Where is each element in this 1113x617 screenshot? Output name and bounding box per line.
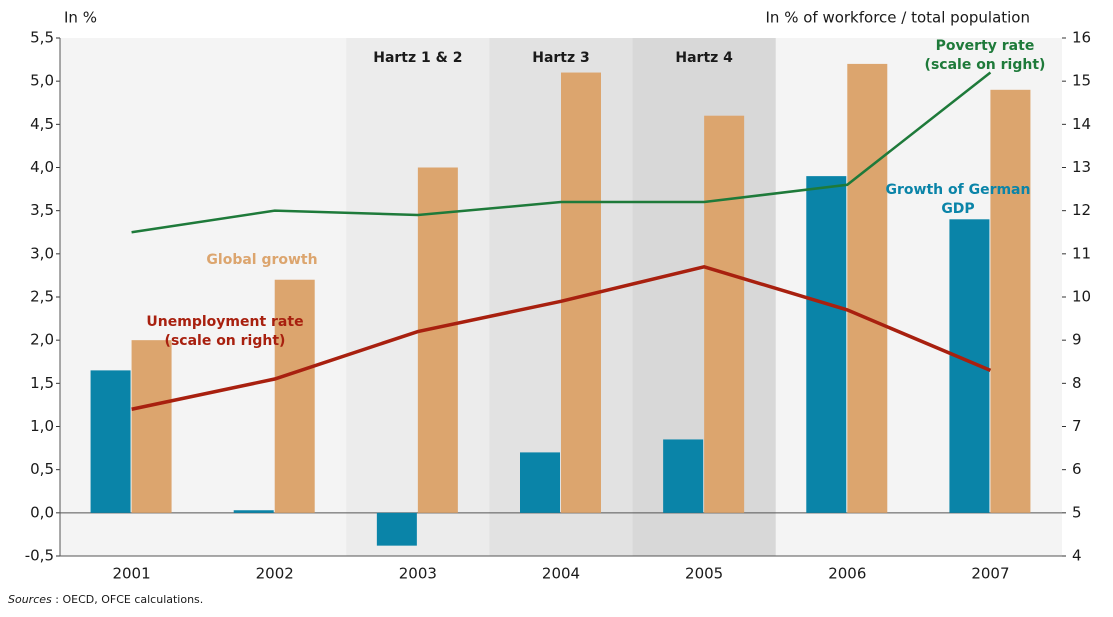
y2-tick-label: 10 xyxy=(1072,288,1091,306)
y2-tick-label: 15 xyxy=(1072,72,1091,90)
source-lead: Sources xyxy=(8,593,52,606)
y2-tick-label: 13 xyxy=(1072,158,1091,176)
bar xyxy=(990,89,1031,513)
plot: Hartz 1 & 2 Hartz 3 Hartz 4 -0,5 0,0 0,5 1,0 1,… xyxy=(25,29,1091,583)
y2-tick-label: 5 xyxy=(1072,503,1082,521)
bar xyxy=(704,115,745,513)
source-rest: : OECD, OFCE calculations. xyxy=(52,593,204,606)
y-tick-label: 2,5 xyxy=(30,288,54,306)
y-tick-label: 0,5 xyxy=(30,460,54,478)
y-tick-label: 5,0 xyxy=(30,72,54,90)
series-label: (scale on right) xyxy=(925,57,1046,73)
y2-tick-label: 16 xyxy=(1072,29,1091,47)
period-label: Hartz 3 xyxy=(532,50,590,66)
y-tick-label: 3,0 xyxy=(30,244,54,262)
period-label: Hartz 4 xyxy=(675,50,733,66)
bar xyxy=(131,340,172,513)
y-axis-title: In % xyxy=(64,9,97,27)
y-tick-label: 4,5 xyxy=(30,115,54,133)
series-label: Unemployment rate xyxy=(146,314,303,330)
x-tick-label: 2005 xyxy=(685,565,723,583)
period-shade xyxy=(346,38,490,556)
y-tick-label: 1,5 xyxy=(30,374,54,392)
bar xyxy=(233,510,274,513)
x-tick-label: 2003 xyxy=(399,565,437,583)
bar xyxy=(90,370,131,513)
y2-tick-label: 9 xyxy=(1072,331,1082,349)
x-tick-label: 2007 xyxy=(971,565,1009,583)
y2-tick-label: 6 xyxy=(1072,460,1082,478)
x-tick-label: 2001 xyxy=(112,565,150,583)
series-label: GDP xyxy=(941,201,974,217)
y-tick-label: 1,0 xyxy=(30,417,54,435)
y-tick-label: 5,5 xyxy=(30,29,54,47)
series-label: Poverty rate xyxy=(936,38,1035,54)
bar xyxy=(806,176,847,513)
y2-tick-label: 8 xyxy=(1072,374,1082,392)
bar xyxy=(417,167,458,513)
x-tick-label: 2004 xyxy=(542,565,580,583)
bar xyxy=(847,63,888,513)
line xyxy=(131,264,992,411)
x-tick-label: 2002 xyxy=(256,565,294,583)
y2-tick-label: 4 xyxy=(1072,547,1082,565)
line xyxy=(131,71,992,234)
series-label: Growth of German xyxy=(886,182,1031,198)
series-label: (scale on right) xyxy=(165,333,286,349)
y-tick-label: 0,0 xyxy=(30,503,54,521)
series-label: Global growth xyxy=(206,252,317,268)
y2-tick-label: 11 xyxy=(1072,244,1091,262)
y2-tick-label: 7 xyxy=(1072,417,1082,435)
bar xyxy=(376,512,417,546)
y2-tick-label: 12 xyxy=(1072,201,1091,219)
x-tick-label: 2006 xyxy=(828,565,866,583)
y-tick-label: 3,5 xyxy=(30,201,54,219)
bar xyxy=(520,452,560,513)
y2-axis-title: In % of workforce / total population xyxy=(766,9,1031,27)
source: Sources : OECD, OFCE calculations. xyxy=(8,593,203,606)
period-shade xyxy=(632,38,776,556)
bar xyxy=(274,279,315,513)
period-label: Hartz 1 & 2 xyxy=(373,50,462,66)
y-tick-label: 2,0 xyxy=(30,331,54,349)
y2-tick-label: 14 xyxy=(1072,115,1091,133)
y-tick-label: 4,0 xyxy=(30,158,54,176)
y-tick-label: -0,5 xyxy=(25,547,54,565)
bar xyxy=(663,439,704,513)
